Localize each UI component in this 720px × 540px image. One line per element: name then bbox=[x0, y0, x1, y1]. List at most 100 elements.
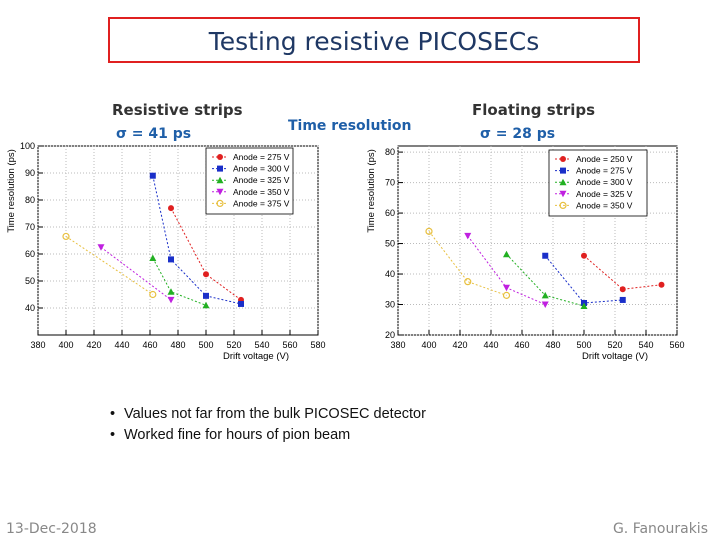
data-point bbox=[97, 244, 105, 251]
y-tick-label: 60 bbox=[25, 249, 35, 259]
data-point bbox=[541, 291, 549, 299]
legend-marker bbox=[559, 201, 567, 210]
legend-entry: Anode = 275 V bbox=[576, 166, 633, 176]
x-tick-label: 560 bbox=[669, 340, 684, 350]
data-point bbox=[542, 252, 549, 259]
data-point bbox=[203, 271, 209, 278]
data-point bbox=[238, 300, 244, 307]
slide-title: Testing resistive PICOSECs bbox=[208, 27, 540, 56]
data-point bbox=[502, 291, 511, 299]
legend-entry: Anode = 350 V bbox=[233, 187, 290, 197]
legend-entry: Anode = 275 V bbox=[233, 152, 290, 162]
y-axis-label: Time resolution (ps) bbox=[366, 149, 377, 233]
y-tick-label: 20 bbox=[385, 330, 395, 340]
data-point bbox=[168, 256, 174, 263]
legend-marker bbox=[559, 190, 567, 198]
x-tick-label: 580 bbox=[310, 340, 325, 350]
data-point bbox=[167, 288, 175, 295]
x-tick-label: 520 bbox=[226, 340, 241, 350]
data-point bbox=[503, 284, 510, 292]
legend-marker bbox=[216, 176, 224, 184]
data-point bbox=[62, 232, 70, 241]
x-tick-label: 460 bbox=[142, 340, 157, 350]
y-tick-label: 80 bbox=[385, 147, 395, 157]
x-tick-label: 440 bbox=[483, 340, 498, 350]
legend-marker bbox=[560, 167, 566, 174]
x-tick-label: 440 bbox=[114, 340, 129, 350]
data-point bbox=[464, 278, 472, 286]
data-point bbox=[541, 301, 549, 309]
legend-marker bbox=[560, 156, 566, 162]
data-point bbox=[464, 232, 472, 240]
series-line bbox=[170, 207, 242, 301]
legend-entry: Anode = 300 V bbox=[233, 164, 290, 174]
data-point bbox=[581, 252, 587, 259]
legend-marker bbox=[216, 188, 224, 196]
y-axis-label: Time resolution (ps) bbox=[6, 149, 17, 233]
y-tick-label: 70 bbox=[385, 178, 395, 188]
bullet-item: • Worked fine for hours of pion beam bbox=[110, 427, 351, 443]
legend-entry: Anode = 325 V bbox=[233, 175, 290, 185]
legend-entry: Anode = 375 V bbox=[233, 198, 290, 208]
y-tick-label: 90 bbox=[25, 168, 35, 178]
y-tick-label: 50 bbox=[385, 239, 395, 249]
y-tick-label: 30 bbox=[385, 300, 395, 310]
right-heading: Floating strips bbox=[472, 101, 596, 119]
data-point bbox=[203, 292, 209, 299]
x-axis-label: Drift voltage (V) bbox=[582, 351, 648, 362]
slide-title-box: Testing resistive PICOSECs bbox=[108, 17, 640, 63]
x-tick-label: 400 bbox=[58, 340, 73, 350]
x-tick-label: 380 bbox=[390, 340, 405, 350]
series-line bbox=[583, 255, 662, 290]
legend-entry: Anode = 300 V bbox=[576, 177, 633, 187]
legend-marker bbox=[559, 178, 567, 186]
legend-marker bbox=[216, 199, 224, 208]
x-tick-label: 540 bbox=[638, 340, 653, 350]
x-tick-label: 460 bbox=[514, 340, 529, 350]
legend-marker bbox=[217, 154, 223, 160]
x-tick-label: 480 bbox=[170, 340, 185, 350]
y-tick-label: 100 bbox=[20, 141, 35, 151]
y-tick-label: 40 bbox=[385, 269, 395, 279]
legend-entry: Anode = 325 V bbox=[576, 189, 633, 199]
x-tick-label: 400 bbox=[421, 340, 436, 350]
y-tick-label: 40 bbox=[25, 303, 35, 313]
data-point bbox=[167, 296, 175, 304]
y-tick-label: 80 bbox=[25, 195, 35, 205]
footer-author: G. Fanourakis bbox=[612, 521, 708, 537]
x-tick-label: 420 bbox=[86, 340, 101, 350]
right-sigma: σ = 28 ps bbox=[480, 126, 556, 142]
series-line bbox=[100, 246, 172, 301]
floating-strips-chart: 380 400 420 440 460 480 500 520 540 560 20 30 40 50 60… bbox=[366, 145, 685, 362]
data-point bbox=[619, 286, 626, 293]
data-point bbox=[149, 172, 156, 179]
y-tick-label: 70 bbox=[25, 222, 35, 232]
data-point bbox=[149, 290, 157, 299]
data-point bbox=[149, 254, 157, 262]
resistive-strips-chart: 380 400 420 440 460 480 500 520 540 560 580 40 50 60 7… bbox=[6, 141, 326, 362]
x-tick-label: 540 bbox=[254, 340, 269, 350]
left-sigma: σ = 41 ps bbox=[116, 126, 192, 142]
x-axis-label: Drift voltage (V) bbox=[223, 351, 289, 362]
data-point bbox=[580, 302, 588, 310]
footer-date: 13-Dec-2018 bbox=[6, 521, 97, 537]
x-tick-label: 420 bbox=[452, 340, 467, 350]
data-point bbox=[168, 205, 174, 212]
legend-box bbox=[548, 149, 648, 217]
x-tick-label: 480 bbox=[545, 340, 560, 350]
legend-entry: Anode = 250 V bbox=[576, 154, 633, 164]
data-point bbox=[503, 250, 510, 258]
data-point bbox=[619, 296, 626, 303]
legend-marker bbox=[217, 165, 223, 172]
legend-entry: Anode = 350 V bbox=[576, 200, 633, 210]
left-heading: Resistive strips bbox=[112, 101, 243, 119]
bullet-list: • Values not far from the bulk PICOSEC de… bbox=[110, 406, 426, 448]
y-tick-label: 60 bbox=[385, 208, 395, 218]
data-point bbox=[425, 227, 433, 235]
data-point bbox=[658, 281, 665, 288]
series-line bbox=[152, 257, 207, 306]
series-line bbox=[428, 231, 507, 296]
x-tick-label: 500 bbox=[198, 340, 213, 350]
x-tick-label: 500 bbox=[576, 340, 591, 350]
